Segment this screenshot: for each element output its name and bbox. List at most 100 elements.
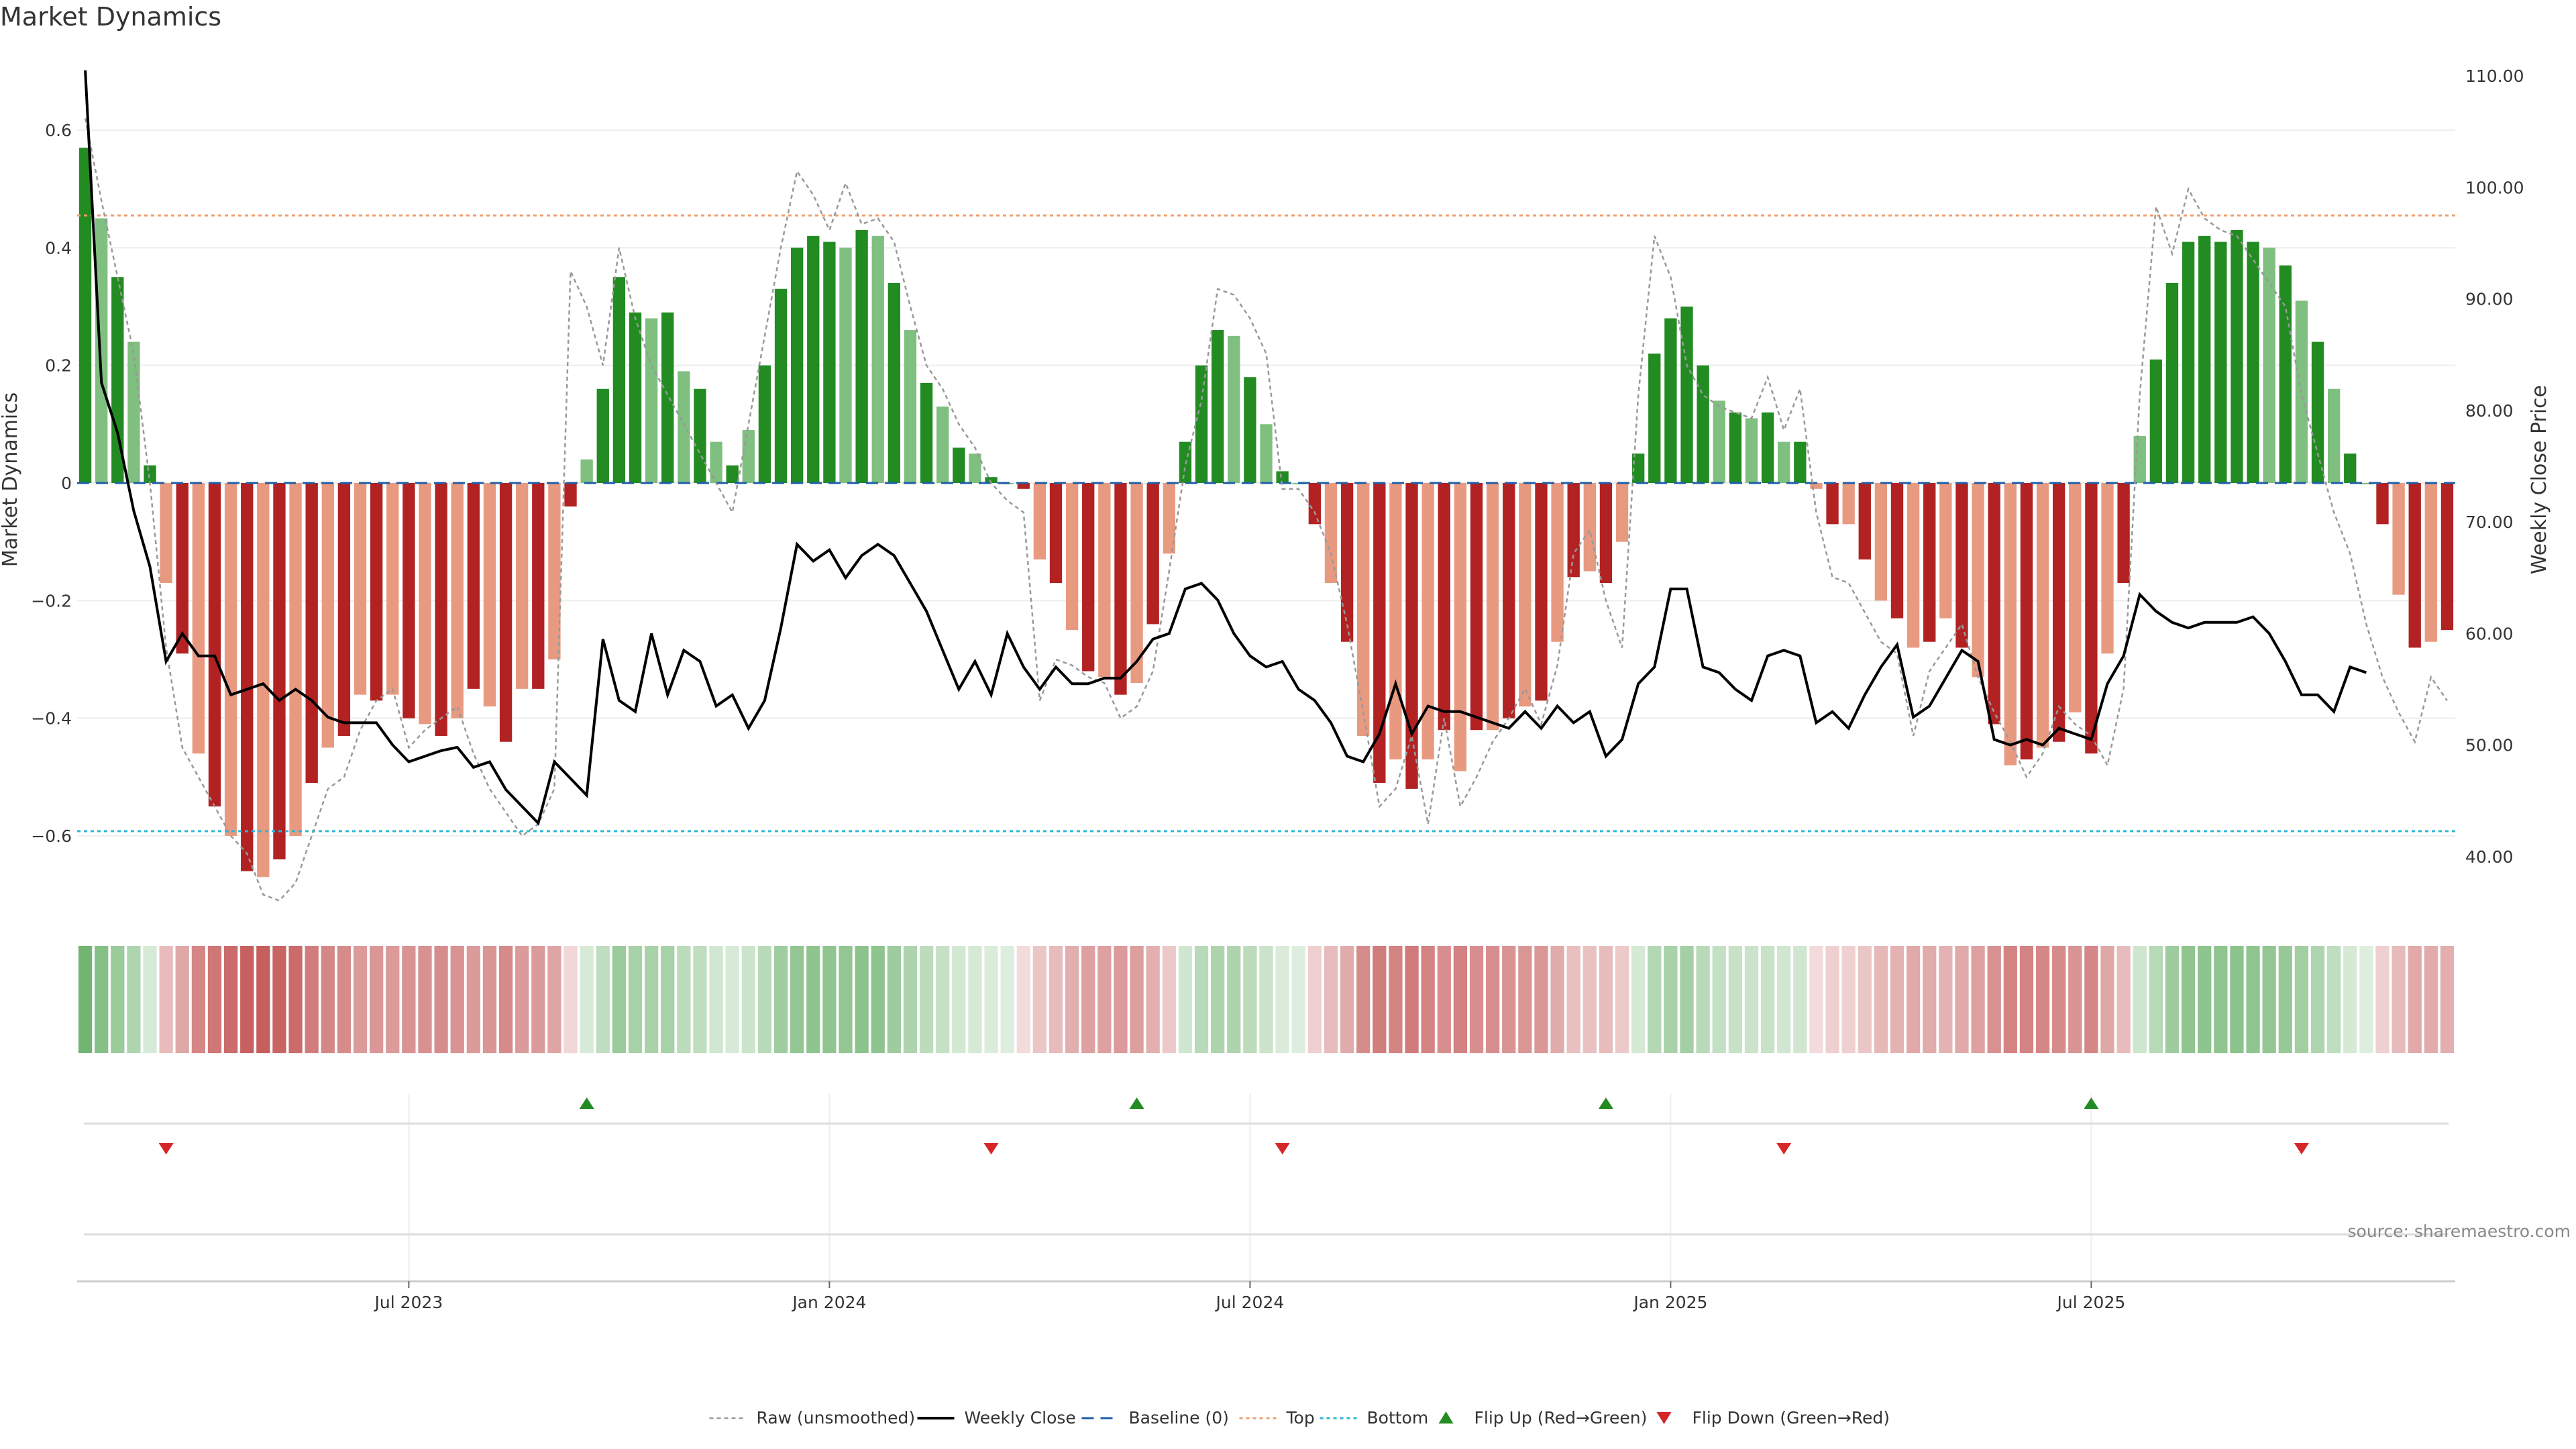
heat-cell: [1130, 946, 1144, 1053]
heat-cell: [1114, 946, 1128, 1053]
heat-cell: [1307, 946, 1322, 1053]
bar: [257, 483, 270, 877]
bar: [2344, 453, 2357, 483]
heat-cell: [434, 946, 448, 1053]
bar: [2214, 241, 2227, 483]
bar: [1228, 335, 1240, 483]
bar: [1923, 483, 1936, 642]
bar: [1357, 483, 1370, 736]
heat-cell: [111, 946, 125, 1053]
bar: [1195, 365, 1208, 483]
heat-cell: [143, 946, 157, 1053]
bar: [241, 483, 254, 871]
heat-cell: [1178, 946, 1193, 1053]
bar: [2392, 483, 2405, 595]
bar: [2247, 241, 2259, 483]
heat-cell: [1890, 946, 1904, 1053]
bar: [2360, 483, 2373, 484]
heat-cell: [1825, 946, 1839, 1053]
bar: [386, 483, 399, 695]
heat-cell: [1939, 946, 1953, 1053]
heat-cell: [1373, 946, 1387, 1053]
bar: [2376, 483, 2389, 525]
heat-cell: [693, 946, 707, 1053]
legend-item: Baseline (0): [1081, 1408, 1229, 1428]
bar: [1421, 483, 1434, 760]
heat-cell: [2198, 946, 2212, 1053]
heat-cell: [402, 946, 416, 1053]
heat-cell: [1032, 946, 1047, 1053]
heat-cell: [2375, 946, 2390, 1053]
heat-cell: [1987, 946, 2001, 1053]
y-tick-label: 0.2: [45, 356, 72, 376]
heat-cell: [2084, 946, 2098, 1053]
flip-down-marker: [1776, 1143, 1792, 1155]
bar: [2085, 483, 2098, 754]
flip-up-marker: [579, 1097, 594, 1109]
bar: [273, 483, 286, 860]
flip-up-marker: [2084, 1097, 2099, 1109]
heat-cell: [2116, 946, 2131, 1053]
bar: [904, 330, 917, 483]
bar: [1664, 318, 1677, 483]
bar: [1631, 453, 1645, 483]
heat-cell: [1485, 946, 1500, 1053]
heat-cell: [2230, 946, 2244, 1053]
heat-cell: [1631, 946, 1646, 1053]
heat-cell: [1518, 946, 1532, 1053]
heat-cell: [1162, 946, 1176, 1053]
heat-cell: [1566, 946, 1580, 1053]
heat-cell: [223, 946, 238, 1053]
bar: [969, 453, 981, 483]
bar: [2053, 483, 2065, 742]
heat-cell: [1405, 946, 1419, 1053]
bar: [2149, 359, 2163, 483]
heat-cell: [903, 946, 918, 1053]
bar: [1324, 483, 1338, 584]
heat-cell: [1696, 946, 1710, 1053]
heat-cell: [1793, 946, 1807, 1053]
heat-cell: [1906, 946, 1921, 1053]
heat-cell: [1453, 946, 1468, 1053]
heat-cell: [887, 946, 901, 1053]
x-tick-label: Jan 2025: [1632, 1293, 1707, 1312]
bar: [742, 430, 755, 483]
heat-cell: [531, 946, 545, 1053]
bar: [1713, 400, 1725, 483]
flip-up-marker: [1129, 1097, 1144, 1109]
bar: [839, 248, 852, 483]
bar: [1373, 483, 1386, 784]
bar: [1697, 365, 1709, 483]
bar: [192, 483, 205, 754]
heat-cell: [790, 946, 804, 1053]
y-tick-label: −0.2: [31, 591, 72, 610]
heat-cell: [2262, 946, 2276, 1053]
bar: [564, 483, 577, 507]
heat-cell: [919, 946, 934, 1053]
bar: [1389, 483, 1402, 760]
bar: [1438, 483, 1450, 731]
heat-cell: [1049, 946, 1063, 1053]
bar: [645, 318, 658, 483]
legend-label: Weekly Close: [965, 1408, 1076, 1428]
heat-cell: [2343, 946, 2357, 1053]
heat-cell: [1275, 946, 1289, 1053]
legend-swatch: [1438, 1411, 1454, 1424]
bar: [1583, 483, 1596, 572]
heat-cell: [1000, 946, 1014, 1053]
heat-cell: [968, 946, 982, 1053]
heat-cell: [1777, 946, 1791, 1053]
bar: [2101, 483, 2114, 654]
heat-cell: [2214, 946, 2228, 1053]
bar: [2440, 483, 2454, 631]
y2-tick-label: 60.00: [2465, 624, 2514, 643]
bar: [2117, 483, 2130, 584]
heat-cell: [2327, 946, 2341, 1053]
bar: [920, 382, 933, 483]
heat-cell: [2068, 946, 2082, 1053]
bar: [1340, 483, 1354, 642]
heat-cell: [2440, 946, 2455, 1053]
heat-cell: [1923, 946, 1937, 1053]
heat-cell: [855, 946, 869, 1053]
heat-cell: [288, 946, 303, 1053]
